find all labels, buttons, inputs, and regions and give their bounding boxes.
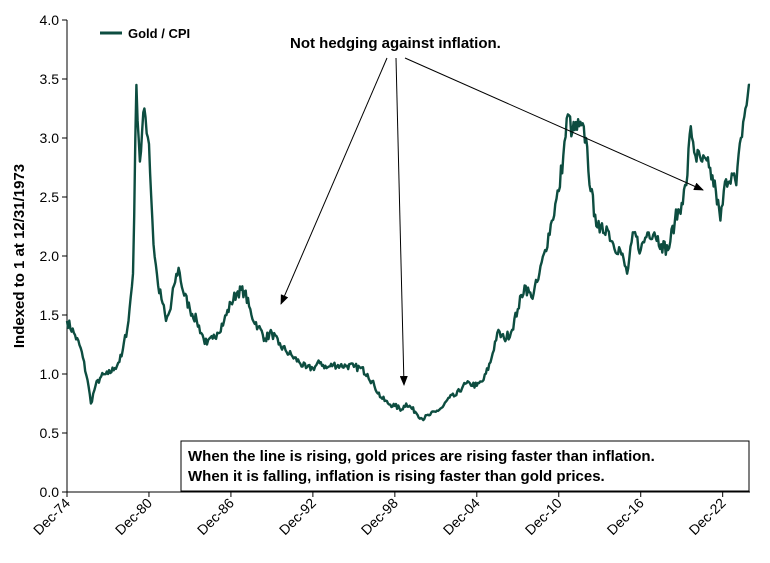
legend-label: Gold / CPI [128,26,190,41]
y-tick-label: 3.5 [40,71,60,87]
x-tick-label: Dec-80 [112,495,155,538]
annotation-not-hedging: Not hedging against inflation. [290,35,501,52]
x-tick-label: Dec-10 [522,495,565,538]
x-tick-label: Dec-16 [604,495,647,538]
y-tick-label: 4.0 [40,12,60,28]
x-tick-group: Dec-74 Dec-80 Dec-86 Dec-92 Dec-98 Dec-04 Dec-… [30,492,729,538]
y-tick-label: 2.5 [40,189,60,205]
y-tick-label: 1.0 [40,366,60,382]
gold-cpi-series-line [65,83,751,422]
explanation-box-border [180,440,750,492]
x-tick-label: Dec-74 [30,495,73,538]
annotation-arrow [395,57,408,386]
legend: Gold / CPI [100,26,190,41]
x-tick-label: Dec-04 [440,495,483,538]
explanation-line-2: When it is falling, inflation is rising … [188,468,605,485]
annotation-arrows [280,57,704,386]
x-tick-label: Dec-92 [276,495,319,538]
y-tick-label: 0.0 [40,484,60,500]
explanation-box: When the line is rising, gold prices are… [180,440,750,492]
y-axis-label: Indexed to 1 at 12/31/1973 [11,164,28,348]
y-tick-label: 1.5 [40,307,60,323]
x-tick-label: Dec-86 [194,495,237,538]
x-tick-label: Dec-98 [358,495,401,538]
annotation-arrow [280,57,388,305]
x-tick-label: Dec-22 [686,495,729,538]
y-tick-group: 0.0 0.5 1.0 1.5 2.0 2.5 3.0 3.5 4.0 [40,12,67,500]
annotation-arrow [404,57,704,191]
y-tick-label: 2.0 [40,248,60,264]
y-tick-label: 3.0 [40,130,60,146]
explanation-line-1: When the line is rising, gold prices are… [188,448,655,465]
y-tick-label: 0.5 [40,425,60,441]
